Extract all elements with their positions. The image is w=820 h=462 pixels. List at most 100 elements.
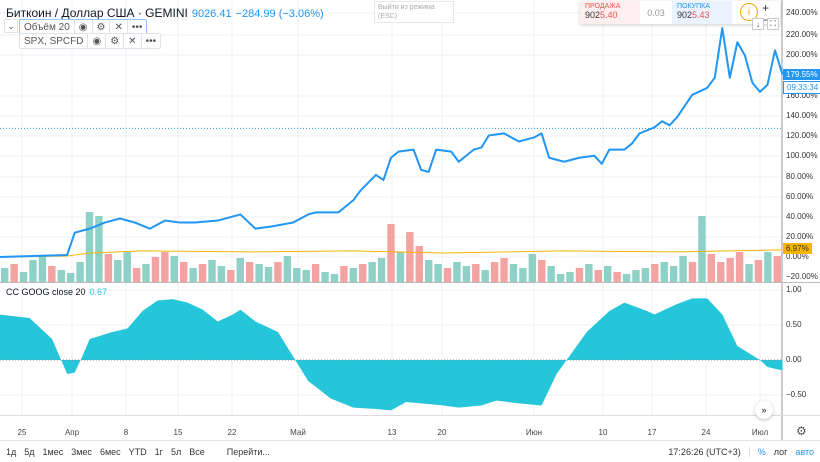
range-0[interactable]: 1д xyxy=(6,446,17,457)
time-axis-label: Июл xyxy=(751,428,769,437)
volume-bar xyxy=(217,266,226,282)
range-8[interactable]: Все xyxy=(189,446,205,457)
volume-bar xyxy=(189,268,197,282)
range-3[interactable]: 3мес xyxy=(71,446,92,457)
sell-button[interactable]: ПРОДАЖА 9025.40 xyxy=(580,1,640,24)
volume-bar xyxy=(528,254,537,282)
gear-icon[interactable]: ⚙ xyxy=(106,34,125,48)
price-axis-label: 80.00% xyxy=(786,172,814,181)
spread: 0.03 xyxy=(647,7,665,18)
volume-bar xyxy=(462,266,471,282)
chart-canvas[interactable] xyxy=(0,0,820,440)
range-7[interactable]: 5л xyxy=(170,446,182,457)
indicator-title: CC GOOG close 20 xyxy=(6,287,86,297)
time-axis-label: 15 xyxy=(173,428,183,437)
volume-bar xyxy=(622,274,631,282)
auto-scale-toggle[interactable]: авто xyxy=(795,446,814,457)
buy-price-highlight: 5.43 xyxy=(692,10,710,20)
volume-bar xyxy=(19,272,28,282)
time-axis-label: 20 xyxy=(437,428,447,437)
volume-bar xyxy=(368,262,376,282)
log-scale-toggle[interactable]: лог xyxy=(773,446,788,457)
current-price-tag: 179.55% xyxy=(783,69,820,80)
volume-bar xyxy=(66,273,75,282)
gear-icon[interactable]: ⚙ xyxy=(93,20,111,34)
volume-bar xyxy=(641,268,650,282)
collapse-legend-button[interactable]: ⌄ xyxy=(4,19,18,33)
indicator-value: 0.67 xyxy=(89,287,108,297)
more-icon[interactable]: ••• xyxy=(145,35,157,47)
volume-bar xyxy=(453,262,461,282)
settings-gear-icon[interactable]: ⚙ xyxy=(796,424,807,438)
volume-bar xyxy=(293,268,301,282)
volume-bar xyxy=(490,262,499,282)
volume-bar xyxy=(613,272,621,282)
volume-bar xyxy=(208,260,216,282)
volume-bar xyxy=(651,264,659,282)
study-label: Объём 20 xyxy=(20,20,75,34)
time-axis-label: 8 xyxy=(123,428,129,437)
range-buttons: 1д 5д 1мес 3мес 6мес YTD 1г 5л Все xyxy=(6,447,213,457)
time-axis-label: 17 xyxy=(647,428,657,437)
volume-bar xyxy=(274,262,282,282)
zoom-in-button[interactable]: + xyxy=(762,1,770,15)
price-axis-label: 200.00% xyxy=(786,50,818,59)
indicator-axis-label: −0.50 xyxy=(786,390,807,399)
buy-button[interactable]: ПОКУПКА 9025.43 xyxy=(672,1,732,24)
close-icon[interactable]: ✕ xyxy=(124,34,142,48)
close-icon[interactable]: ✕ xyxy=(110,20,128,34)
volume-bar xyxy=(717,262,725,282)
volume-bar xyxy=(679,256,687,282)
volume-bar xyxy=(151,257,160,282)
fullscreen-icon[interactable]: ⛶ xyxy=(767,18,779,30)
scroll-to-realtime-button[interactable]: » xyxy=(755,401,773,419)
zoom-out-button[interactable]: − xyxy=(762,13,770,27)
range-1[interactable]: 5д xyxy=(24,446,35,457)
spx-value-tag: 6.97% xyxy=(783,243,812,254)
volume-bar xyxy=(10,264,18,282)
eye-icon[interactable]: ◉ xyxy=(88,34,107,48)
volume-bar xyxy=(660,262,668,282)
volume-bar xyxy=(594,270,602,282)
price-axis-label: 120.00% xyxy=(786,131,818,140)
time-axis-label: 24 xyxy=(701,428,711,437)
time-axis-label: Июн xyxy=(525,428,543,437)
price-axis-label: 40.00% xyxy=(786,212,814,221)
price-axis-label: 20.00% xyxy=(786,232,814,241)
volume-bar xyxy=(415,246,423,282)
price-axis-label: 60.00% xyxy=(786,192,814,201)
range-6[interactable]: 1г xyxy=(154,446,163,457)
volume-bar xyxy=(745,264,753,282)
symbol-legend: Биткоин / Доллар США · GEMINI 9026.41 −284… xyxy=(6,6,324,20)
percent-scale-toggle[interactable]: % xyxy=(748,446,766,457)
exit-fullscreen-hint[interactable]: Выйти из режима (ESC) xyxy=(374,1,454,23)
volume-bar xyxy=(236,258,244,282)
study-spx[interactable]: SPX, SPCFD ◉ ⚙ ✕ ••• xyxy=(19,33,162,49)
volume-bar xyxy=(575,268,584,282)
volume-bar xyxy=(726,258,734,282)
indicator-axis-label: 1.00 xyxy=(786,285,802,294)
clock[interactable]: 17:26:26 (UTC+3) xyxy=(668,446,741,457)
volume-bar xyxy=(95,216,103,282)
volume-bar xyxy=(481,270,489,282)
main-price-line xyxy=(0,27,784,258)
volume-bar xyxy=(585,264,593,282)
indicator-legend: CC GOOG close 20 0.67 xyxy=(6,287,107,297)
volume-bar xyxy=(48,266,56,282)
range-2[interactable]: 1мес xyxy=(42,446,64,457)
info-icon[interactable]: i xyxy=(740,3,758,21)
range-4[interactable]: 6мес xyxy=(99,446,121,457)
volume-bar xyxy=(556,274,565,282)
volume-bar xyxy=(566,272,574,282)
volume-bar xyxy=(114,260,122,282)
goto-date-button[interactable]: Перейти... xyxy=(226,446,270,457)
sell-label: ПРОДАЖА xyxy=(585,3,621,10)
buy-price: 902 xyxy=(677,10,693,20)
range-5[interactable]: YTD xyxy=(128,446,147,457)
volume-bar xyxy=(255,264,263,282)
more-icon[interactable]: ••• xyxy=(131,21,143,33)
volume-bar xyxy=(396,252,405,282)
eye-icon[interactable]: ◉ xyxy=(75,20,93,34)
arrow-down-icon[interactable]: ↓ xyxy=(752,18,764,30)
sell-price-highlight: 5.40 xyxy=(600,10,618,20)
